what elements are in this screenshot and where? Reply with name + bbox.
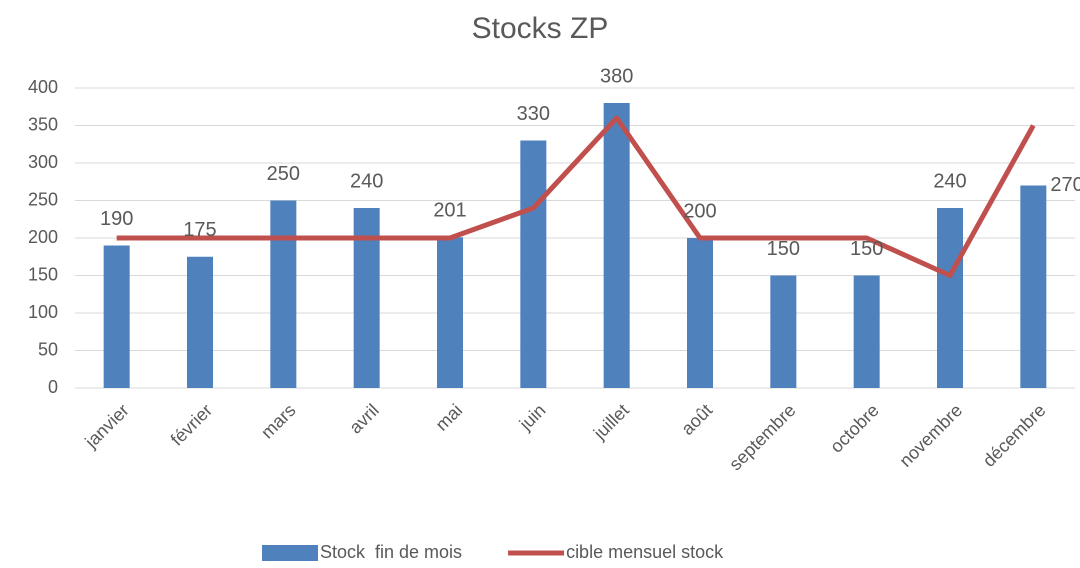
value-label: 270	[1050, 174, 1080, 196]
y-tick-label: 200	[28, 227, 58, 247]
value-label: 190	[100, 208, 133, 230]
value-label: 380	[600, 65, 633, 87]
value-label: 250	[267, 163, 300, 185]
x-tick-label: août	[677, 400, 716, 439]
y-tick-label: 350	[28, 114, 58, 134]
x-tick-label: octobre	[826, 400, 883, 457]
chart-title: Stocks ZP	[472, 12, 609, 45]
x-tick-label: avril	[345, 400, 382, 437]
value-label: 240	[350, 170, 383, 192]
bar	[1020, 185, 1047, 388]
value-label: 150	[767, 238, 800, 260]
line	[116, 115, 1036, 278]
value-label: 150	[850, 238, 883, 260]
legend-label: cible mensuel stock	[566, 542, 724, 562]
x-tick-label: janvier	[81, 400, 133, 452]
y-tick-label: 250	[28, 189, 58, 209]
bar	[187, 256, 213, 388]
bar	[603, 103, 630, 388]
x-tick-label: juillet	[589, 400, 633, 444]
bar	[853, 275, 880, 388]
bar	[437, 237, 463, 388]
bar	[270, 200, 297, 388]
bar	[937, 208, 963, 388]
x-tick-label: novembre	[895, 400, 966, 471]
y-tick-label: 400	[28, 77, 58, 97]
bar	[353, 208, 380, 388]
bar	[687, 238, 713, 388]
legend-marker	[262, 545, 318, 561]
x-tick-label: septembre	[725, 400, 799, 474]
x-tick-label: février	[167, 400, 217, 450]
legend-label: Stock fin de mois	[320, 542, 462, 562]
x-tick-label: mars	[257, 400, 299, 442]
x-tick-label: juin	[515, 400, 550, 435]
bar	[103, 245, 130, 388]
y-tick-label: 150	[28, 264, 58, 284]
y-tick-label: 50	[38, 339, 58, 359]
value-label: 175	[183, 219, 216, 241]
value-label: 330	[517, 103, 550, 125]
x-tick-label: mai	[432, 400, 467, 435]
x-tick-label: décembre	[979, 400, 1050, 471]
value-label: 240	[933, 170, 966, 192]
value-label: 201	[433, 200, 466, 222]
bar	[520, 140, 547, 388]
value-label: 200	[683, 200, 716, 222]
y-tick-label: 0	[48, 377, 58, 397]
y-tick-label: 300	[28, 152, 58, 172]
bar	[770, 275, 797, 388]
y-tick-label: 100	[28, 302, 58, 322]
